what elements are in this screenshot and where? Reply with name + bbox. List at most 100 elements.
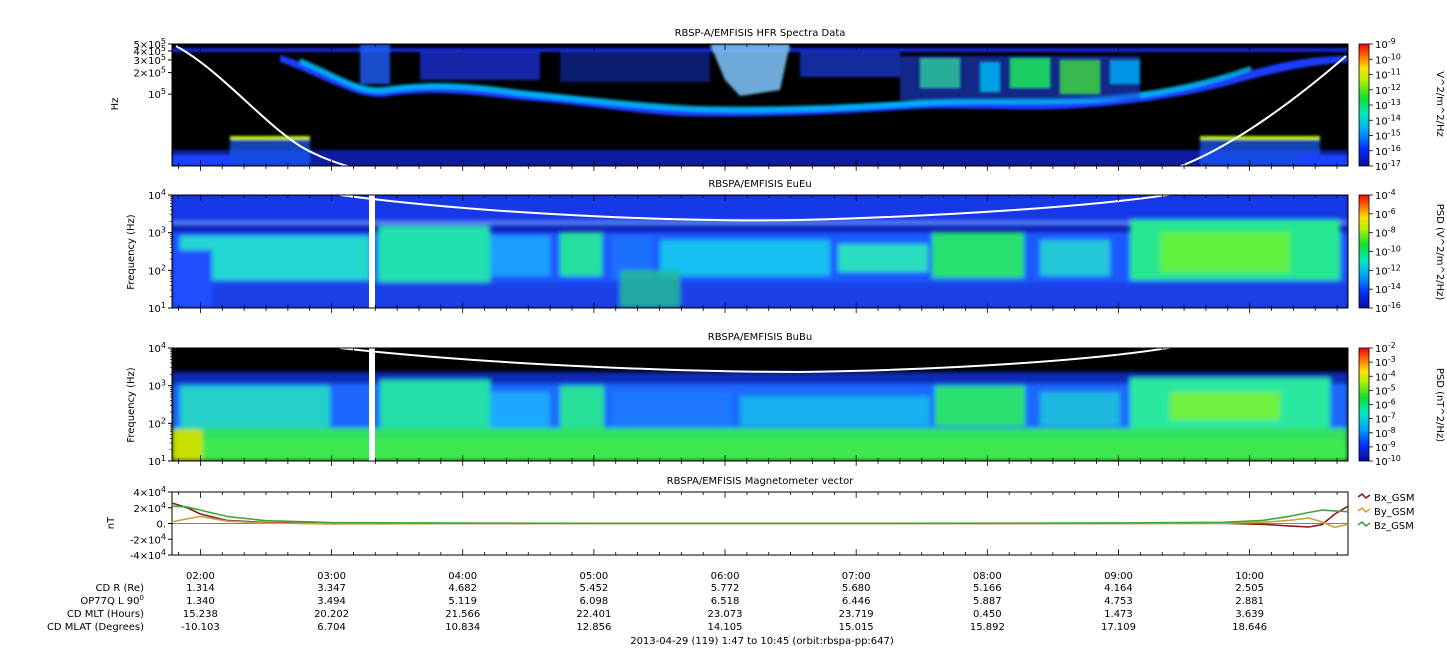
- colorbar-tick-label: 10-10: [1375, 454, 1401, 468]
- ephem-value: 6.098: [580, 596, 609, 607]
- colorbar-tick-label: 10-5: [1375, 383, 1396, 397]
- ephem-value: 15.238: [183, 609, 218, 620]
- bubu-panel: RBSPA/EMFISIS BuBu: [126, 332, 1445, 468]
- ephem-value: 5.887: [973, 596, 1002, 607]
- ephem-value: 4.164: [1104, 583, 1133, 594]
- colorbar-tick-label: 10-12: [1375, 83, 1401, 97]
- x-tick-label: 05:00: [579, 571, 608, 582]
- ephem-value: 14.105: [708, 622, 743, 633]
- mag-legend: Bx_GSM By_GSM Bz_GSM: [1357, 492, 1415, 532]
- bubu-spectrogram: [172, 348, 1348, 461]
- ephem-row-label: OP77Q L 900: [80, 594, 144, 607]
- ephem-row-label: CD MLAT (Degrees): [47, 622, 144, 633]
- legend-label: By_GSM: [1374, 507, 1415, 518]
- colorbar-tick-label: 10-6: [1375, 398, 1396, 412]
- ephem-value: 1.314: [186, 583, 215, 594]
- y-tick-label: 102: [148, 416, 166, 430]
- ephem-value: -10.103: [181, 622, 220, 633]
- colorbar-tick-label: 10-4: [1375, 188, 1396, 202]
- legend-swatch: [1357, 506, 1371, 514]
- mag-y-label: nT: [106, 516, 117, 529]
- colorbar-tick-label: 10-9: [1375, 37, 1396, 51]
- ephem-value: 5.452: [580, 583, 609, 594]
- footer-timespan: 2013-04-29 (119) 1:47 to 10:45 (orbit:rb…: [630, 636, 894, 647]
- ephem-value: 3.494: [317, 596, 346, 607]
- ephem-value: 2.505: [1235, 583, 1264, 594]
- ephem-value: 3.639: [1235, 609, 1264, 620]
- ephem-value: 20.202: [314, 609, 349, 620]
- ephem-value: 4.753: [1104, 596, 1133, 607]
- y-tick-label: 104: [148, 341, 166, 355]
- ephem-value: 1.473: [1104, 609, 1133, 620]
- bubu-title: RBSPA/EMFISIS BuBu: [708, 332, 812, 343]
- ephem-value: 0.450: [973, 609, 1002, 620]
- colorbar-tick-label: 10-16: [1375, 301, 1401, 315]
- series-line-Bz_GSM: [171, 505, 1349, 525]
- eueu-title: RBSPA/EMFISIS EuEu: [708, 179, 811, 190]
- colorbar-tick-label: 10-16: [1375, 144, 1401, 158]
- colorbar-tick-label: 10-9: [1375, 440, 1396, 454]
- y-tick-label: 0.: [156, 520, 166, 531]
- ephem-value: 5.772: [711, 583, 740, 594]
- ephem-value: 5.166: [973, 583, 1002, 594]
- legend-swatch: [1357, 520, 1371, 528]
- y-tick-label: 4×105: [133, 44, 166, 58]
- legend-label: Bz_GSM: [1374, 521, 1414, 532]
- y-tick-label: 3×105: [133, 53, 166, 67]
- y-tick-label: 4×104: [133, 485, 166, 499]
- x-tick-label: 06:00: [711, 571, 740, 582]
- mag-y-ticks: 4×104 2×104 0.-2×104 -4×104: [130, 485, 172, 562]
- ephem-value: 18.646: [1232, 622, 1267, 633]
- ephem-value: 22.401: [576, 609, 611, 620]
- colorbar-tick-label: 10-11: [1375, 68, 1401, 82]
- bubu-y-label: Frequency (Hz): [126, 367, 137, 443]
- ephem-value: 3.347: [317, 583, 346, 594]
- colorbar-tick-label: 10-6: [1375, 207, 1396, 221]
- bubu-colorbar: [1358, 347, 1370, 462]
- colorbar-tick-label: 10-14: [1375, 282, 1401, 296]
- ephem-value: 5.119: [448, 596, 477, 607]
- x-tick-label: 03:00: [317, 571, 346, 582]
- colorbar-tick-label: 10-15: [1375, 129, 1401, 143]
- colorbar-tick-label: 10-14: [1375, 113, 1401, 127]
- x-tick-label: 07:00: [842, 571, 871, 582]
- y-tick-label: 101: [148, 301, 166, 315]
- hfr-y-label: Hz: [110, 98, 121, 111]
- hfr-colorbar: [1358, 43, 1370, 167]
- colorbar-tick-label: 10-3: [1375, 355, 1396, 369]
- mag-panel: RBSPA/EMFISIS Magnetometer vector 4×104 2…: [106, 476, 1415, 562]
- eueu-spectrogram: [172, 195, 1348, 308]
- ephem-value: 6.518: [711, 596, 740, 607]
- ephem-value: 15.892: [970, 622, 1005, 633]
- ephem-value: 6.446: [842, 596, 871, 607]
- bubu-colorbar-label: PSD (nT^2/Hz): [1434, 368, 1445, 442]
- ephem-value: 5.680: [842, 583, 871, 594]
- ephem-value: 10.834: [445, 622, 480, 633]
- y-tick-label: -4×104: [130, 548, 166, 562]
- y-tick-label: 104: [148, 188, 166, 202]
- ephem-value: 2.881: [1235, 596, 1264, 607]
- colorbar-tick-label: 10-10: [1375, 52, 1401, 66]
- y-tick-label: 5×105: [133, 37, 166, 51]
- hfr-panel: RBSP-A/EMFISIS HFR Spectra Data: [110, 28, 1445, 173]
- ephem-value: 23.719: [839, 609, 874, 620]
- y-tick-label: 2×105: [133, 66, 166, 80]
- eueu-panel: RBSPA/EMFISIS EuEu: [126, 179, 1445, 315]
- colorbar-tick-label: 10-4: [1375, 369, 1396, 383]
- colorbar-tick-label: 10-12: [1375, 263, 1401, 277]
- eueu-y-ticks: 104 103 102 101: [148, 188, 172, 315]
- colorbar-tick-label: 10-2: [1375, 341, 1396, 355]
- y-tick-label: 103: [148, 226, 166, 240]
- hfr-colorbar-label: V^2/m^2/Hz: [1434, 71, 1445, 137]
- x-tick-label: 09:00: [1104, 571, 1133, 582]
- ephem-value: 4.682: [448, 583, 477, 594]
- colorbar-tick-label: 10-10: [1375, 245, 1401, 259]
- ephem-value: 17.109: [1101, 622, 1136, 633]
- ephem-value: 6.704: [317, 622, 346, 633]
- bubu-y-ticks: 104 103 102 101: [148, 341, 172, 468]
- mag-title: RBSPA/EMFISIS Magnetometer vector: [667, 476, 855, 487]
- y-tick-label: 101: [148, 454, 166, 468]
- legend-label: Bx_GSM: [1374, 493, 1415, 504]
